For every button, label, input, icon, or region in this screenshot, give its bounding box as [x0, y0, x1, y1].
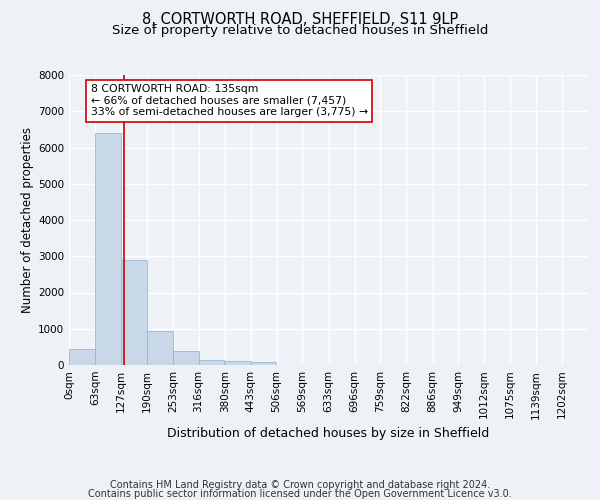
Text: Size of property relative to detached houses in Sheffield: Size of property relative to detached ho… — [112, 24, 488, 37]
X-axis label: Distribution of detached houses by size in Sheffield: Distribution of detached houses by size … — [167, 427, 490, 440]
Bar — [251, 362, 277, 365]
Bar — [199, 360, 224, 365]
Bar — [95, 133, 121, 365]
Bar — [69, 348, 95, 365]
Text: Contains HM Land Registry data © Crown copyright and database right 2024.: Contains HM Land Registry data © Crown c… — [110, 480, 490, 490]
Bar — [147, 330, 173, 365]
Text: 8 CORTWORTH ROAD: 135sqm
← 66% of detached houses are smaller (7,457)
33% of sem: 8 CORTWORTH ROAD: 135sqm ← 66% of detach… — [91, 84, 368, 117]
Bar — [173, 351, 199, 365]
Y-axis label: Number of detached properties: Number of detached properties — [21, 127, 34, 313]
Bar — [121, 260, 147, 365]
Text: Contains public sector information licensed under the Open Government Licence v3: Contains public sector information licen… — [88, 489, 512, 499]
Text: 8, CORTWORTH ROAD, SHEFFIELD, S11 9LP: 8, CORTWORTH ROAD, SHEFFIELD, S11 9LP — [142, 12, 458, 28]
Bar — [225, 362, 251, 365]
